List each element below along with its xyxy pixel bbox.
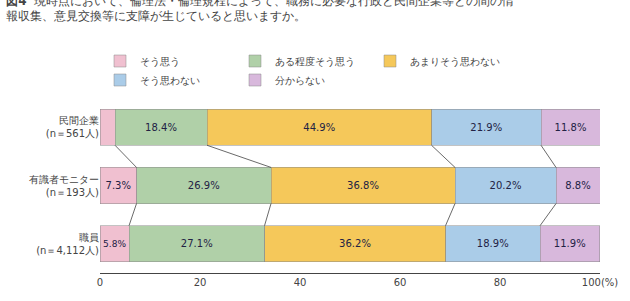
- svg-text:8.8%: 8.8%: [565, 180, 590, 191]
- svg-text:26.9%: 26.9%: [188, 180, 220, 191]
- svg-text:あまりそう思わない: あまりそう思わない: [410, 56, 500, 67]
- svg-text:36.8%: 36.8%: [347, 180, 379, 191]
- svg-text:0: 0: [97, 277, 103, 288]
- svg-text:27.1%: 27.1%: [181, 238, 213, 249]
- svg-text:有識者モニター(n＝193人): 有識者モニター(n＝193人): [29, 174, 99, 198]
- svg-text:職員(n＝4,112人): 職員(n＝4,112人): [36, 232, 99, 256]
- svg-text:18.9%: 18.9%: [477, 238, 509, 249]
- svg-text:民間企業(n＝561人): 民間企業(n＝561人): [46, 115, 99, 139]
- svg-text:18.4%: 18.4%: [145, 122, 177, 133]
- svg-text:21.9%: 21.9%: [470, 122, 502, 133]
- svg-text:7.3%: 7.3%: [106, 180, 131, 191]
- svg-text:分からない: 分からない: [275, 75, 325, 86]
- svg-text:100(%): 100(%): [582, 277, 618, 288]
- svg-text:11.8%: 11.8%: [555, 122, 587, 133]
- svg-text:40: 40: [294, 277, 307, 288]
- svg-text:80: 80: [494, 277, 507, 288]
- svg-text:ある程度そう思う: ある程度そう思う: [275, 56, 355, 67]
- svg-text:20: 20: [194, 277, 207, 288]
- svg-text:そう思わない: そう思わない: [140, 75, 200, 86]
- svg-text:そう思う: そう思う: [140, 56, 180, 67]
- svg-text:60: 60: [394, 277, 407, 288]
- svg-text:11.9%: 11.9%: [554, 238, 586, 249]
- svg-text:5.8%: 5.8%: [103, 239, 126, 249]
- svg-text:図4 現時点において、倫理法・倫理規程によって、職務に必要: 図4 現時点において、倫理法・倫理規程によって、職務に必要な行政と民間企業等との…: [6, 0, 514, 23]
- svg-text:44.9%: 44.9%: [303, 122, 335, 133]
- svg-text:20.2%: 20.2%: [490, 180, 522, 191]
- svg-text:36.2%: 36.2%: [339, 238, 371, 249]
